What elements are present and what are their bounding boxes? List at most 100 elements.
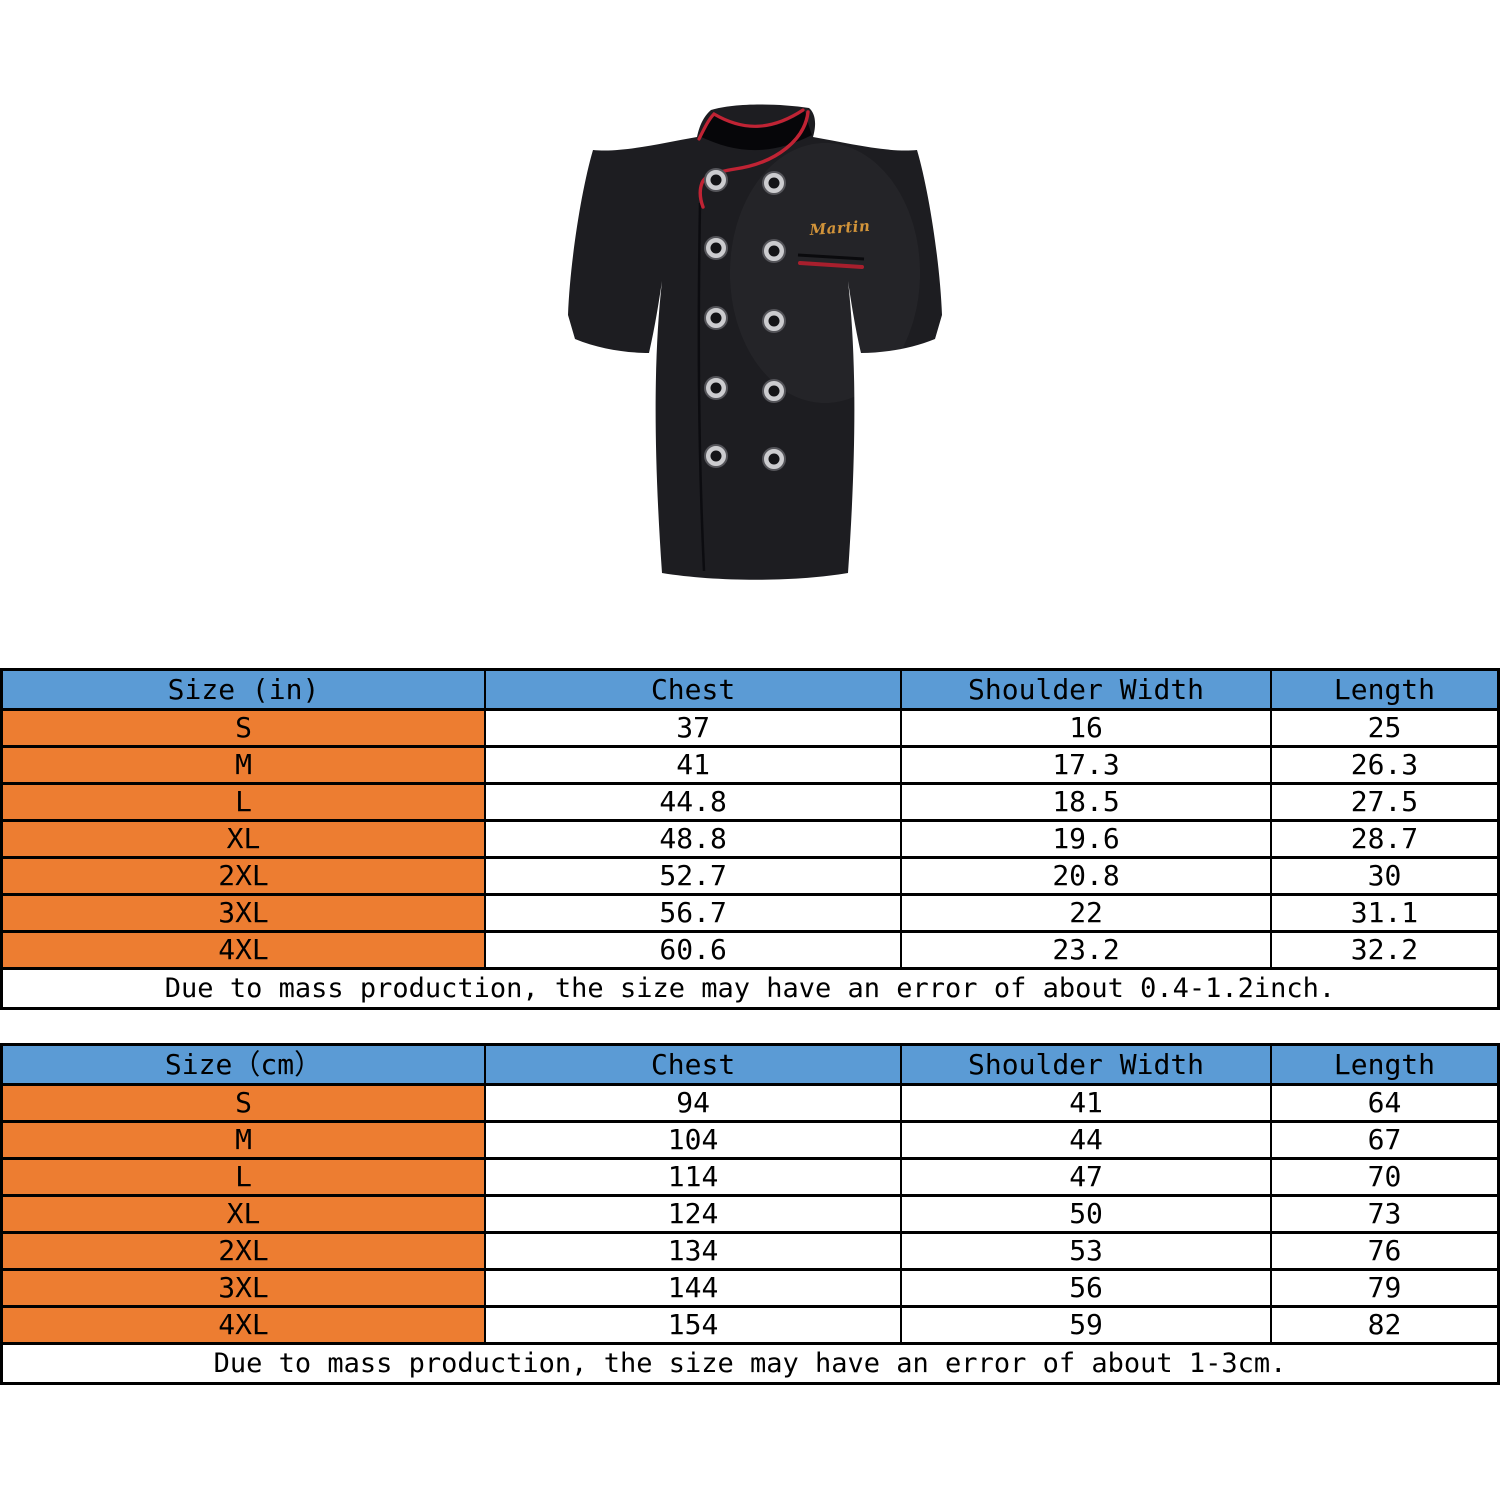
measurement-cell: 16	[900, 708, 1272, 748]
pocket-slit	[797, 253, 865, 261]
size-row: 4XL 60.6 23.2 32.2	[0, 930, 1500, 970]
measurement-cell: 26.3	[1269, 745, 1500, 785]
measurement-cell: 28.7	[1269, 819, 1500, 859]
tolerance-note: Due to mass production, the size may hav…	[0, 1342, 1500, 1385]
measurement-cell: 22	[900, 893, 1272, 933]
measurement-cell: 94	[484, 1083, 903, 1123]
measurement-cell: 19.6	[900, 819, 1272, 859]
measurement-cell: 52.7	[484, 856, 903, 896]
column-header-size: Size (in)	[0, 668, 487, 711]
size-label-cell: 4XL	[0, 930, 487, 970]
size-label-cell: M	[0, 1120, 487, 1160]
button	[704, 236, 728, 260]
size-row: M 104 44 67	[0, 1120, 1500, 1160]
collar-piping	[697, 108, 805, 141]
measurement-cell: 76	[1269, 1231, 1500, 1271]
measurement-cell: 20.8	[900, 856, 1272, 896]
size-row: 2XL 52.7 20.8 30	[0, 856, 1500, 896]
size-label-cell: L	[0, 782, 487, 822]
size-row: L 44.8 18.5 27.5	[0, 782, 1500, 822]
measurement-cell: 17.3	[900, 745, 1272, 785]
measurement-cell: 44	[900, 1120, 1272, 1160]
size-label-cell: 4XL	[0, 1305, 487, 1345]
button	[762, 239, 786, 263]
jacket-body	[568, 104, 942, 580]
placket-seam	[697, 202, 706, 572]
column-header-shoulder-width: Shoulder Width	[900, 1043, 1272, 1086]
measurement-cell: 23.2	[900, 930, 1272, 970]
size-label-cell: XL	[0, 819, 487, 859]
measurement-cell: 56	[900, 1268, 1272, 1308]
measurement-cell: 32.2	[1269, 930, 1500, 970]
button	[762, 171, 786, 195]
pocket-piping	[798, 261, 864, 269]
size-label-cell: 2XL	[0, 1231, 487, 1271]
button	[704, 444, 728, 468]
fabric-sheen	[730, 143, 920, 403]
chef-jacket-illustration: Martin	[568, 104, 942, 580]
size-row: M 41 17.3 26.3	[0, 745, 1500, 785]
column-header-size: Size（cm）	[0, 1043, 487, 1086]
size-row: 4XL 154 59 82	[0, 1305, 1500, 1345]
measurement-cell: 59	[900, 1305, 1272, 1345]
measurement-cell: 50	[900, 1194, 1272, 1234]
measurement-cell: 48.8	[484, 819, 903, 859]
measurement-cell: 64	[1269, 1083, 1500, 1123]
size-label-cell: XL	[0, 1194, 487, 1234]
measurement-cell: 144	[484, 1268, 903, 1308]
measurement-cell: 114	[484, 1157, 903, 1197]
measurement-cell: 154	[484, 1305, 903, 1345]
embroidery-text: Martin	[808, 217, 871, 239]
measurement-cell: 73	[1269, 1194, 1500, 1234]
button	[762, 447, 786, 471]
size-label-cell: 2XL	[0, 856, 487, 896]
column-header-chest: Chest	[484, 1043, 903, 1086]
size-label-cell: L	[0, 1157, 487, 1197]
measurement-cell: 124	[484, 1194, 903, 1234]
size-row: 2XL 134 53 76	[0, 1231, 1500, 1271]
column-header-length: Length	[1269, 668, 1500, 711]
column-header-shoulder-width: Shoulder Width	[900, 668, 1272, 711]
measurement-cell: 25	[1269, 708, 1500, 748]
size-label-cell: S	[0, 708, 487, 748]
size-row: L 114 47 70	[0, 1157, 1500, 1197]
measurement-cell: 31.1	[1269, 893, 1500, 933]
size-label-cell: 3XL	[0, 1268, 487, 1308]
measurement-cell: 18.5	[900, 782, 1272, 822]
size-table-inches-section: Size (in) Chest Shoulder Width Length S 37 16 2…	[0, 668, 1500, 1010]
measurement-cell: 79	[1269, 1268, 1500, 1308]
size-label-cell: 3XL	[0, 893, 487, 933]
column-header-length: Length	[1269, 1043, 1500, 1086]
size-row: 3XL 144 56 79	[0, 1268, 1500, 1308]
button	[762, 379, 786, 403]
measurement-cell: 67	[1269, 1120, 1500, 1160]
button	[704, 168, 728, 192]
tolerance-note: Due to mass production, the size may hav…	[0, 967, 1500, 1010]
measurement-cell: 53	[900, 1231, 1272, 1271]
size-row: S 37 16 25	[0, 708, 1500, 748]
size-table-cm: Size（cm） Chest Shoulder Width Length S 94 41 64…	[0, 1043, 1500, 1385]
measurement-cell: 82	[1269, 1305, 1500, 1345]
measurement-cell: 41	[900, 1083, 1272, 1123]
collar-opening	[699, 111, 812, 151]
size-row: S 94 41 64	[0, 1083, 1500, 1123]
measurement-cell: 30	[1269, 856, 1500, 896]
size-label-cell: S	[0, 1083, 487, 1123]
button	[704, 376, 728, 400]
jacket-buttons	[704, 168, 786, 471]
button	[762, 309, 786, 333]
size-table-inches: Size (in) Chest Shoulder Width Length S 37 16 2…	[0, 668, 1500, 1010]
measurement-cell: 41	[484, 745, 903, 785]
size-row: 3XL 56.7 22 31.1	[0, 893, 1500, 933]
column-header-chest: Chest	[484, 668, 903, 711]
size-table-cm-section: Size（cm） Chest Shoulder Width Length S 94 41 64…	[0, 1043, 1500, 1385]
measurement-cell: 134	[484, 1231, 903, 1271]
measurement-cell: 44.8	[484, 782, 903, 822]
measurement-cell: 27.5	[1269, 782, 1500, 822]
measurement-cell: 37	[484, 708, 903, 748]
product-photo: Martin	[567, 103, 943, 590]
size-label-cell: M	[0, 745, 487, 785]
measurement-cell: 47	[900, 1157, 1272, 1197]
button	[704, 306, 728, 330]
size-row: XL 124 50 73	[0, 1194, 1500, 1234]
